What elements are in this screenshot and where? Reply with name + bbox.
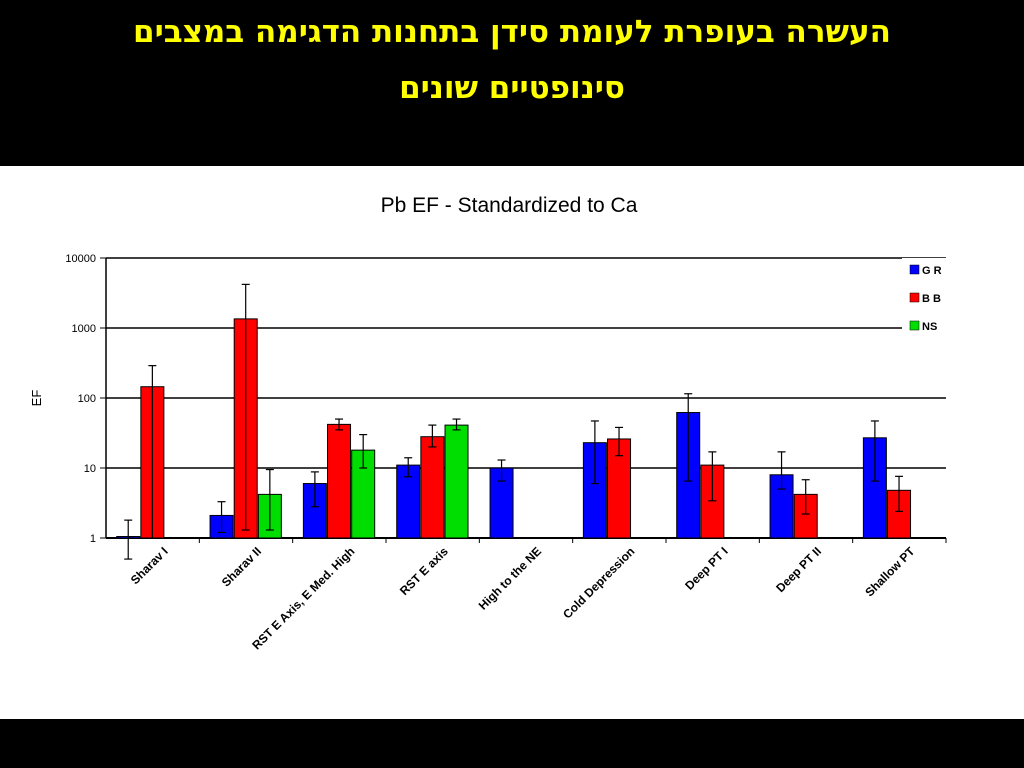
x-tick-label: RST E Axis, E Med. High xyxy=(249,544,357,652)
chart-panel: Pb EF - Standardized to Ca EF 1 10 100 1000 10… xyxy=(0,166,1024,719)
y-tick-label: 1 xyxy=(90,533,96,545)
x-tick-label: High to the NE xyxy=(476,544,544,612)
y-tick-label: 1000 xyxy=(72,323,96,335)
x-tick-label: Shallow PT xyxy=(862,544,918,600)
slide-title: העשרה בעופרת לעומת סידן בתחנות הדגימה במ… xyxy=(0,0,1024,166)
legend-swatch xyxy=(909,264,920,275)
x-tick-label: Sharav II xyxy=(219,544,264,589)
x-tick-label: Cold Depression xyxy=(560,544,637,621)
x-tick-label: Sharav I xyxy=(128,544,171,587)
y-tick-label: 10000 xyxy=(65,253,96,265)
legend-label: G R xyxy=(922,265,942,277)
x-tick-label: RST E axis xyxy=(397,544,451,598)
y-axis-label: EF xyxy=(29,390,44,407)
bottom-band xyxy=(0,719,1024,768)
bar xyxy=(444,424,469,539)
slide-title-line-2: סינופטיים שונים xyxy=(399,70,625,106)
bar xyxy=(420,436,445,539)
x-tick-label: Deep PT I xyxy=(682,544,731,593)
legend-label: B B xyxy=(922,293,941,305)
x-tick-label: Deep PT II xyxy=(773,544,824,595)
legend-swatch xyxy=(909,320,920,331)
pb-ef-chart: Pb EF - Standardized to Ca EF 1 10 100 1000 10… xyxy=(29,194,948,652)
chart-title: Pb EF - Standardized to Ca xyxy=(381,194,638,217)
legend-box xyxy=(902,258,948,340)
slide-title-line-1: העשרה בעופרת לעומת סידן בתחנות הדגימה במ… xyxy=(133,14,891,50)
y-tick-label: 100 xyxy=(78,393,96,405)
legend-label: NS xyxy=(922,321,937,333)
y-tick-label: 10 xyxy=(84,463,96,475)
bar xyxy=(327,423,352,539)
legend-swatch xyxy=(909,292,920,303)
